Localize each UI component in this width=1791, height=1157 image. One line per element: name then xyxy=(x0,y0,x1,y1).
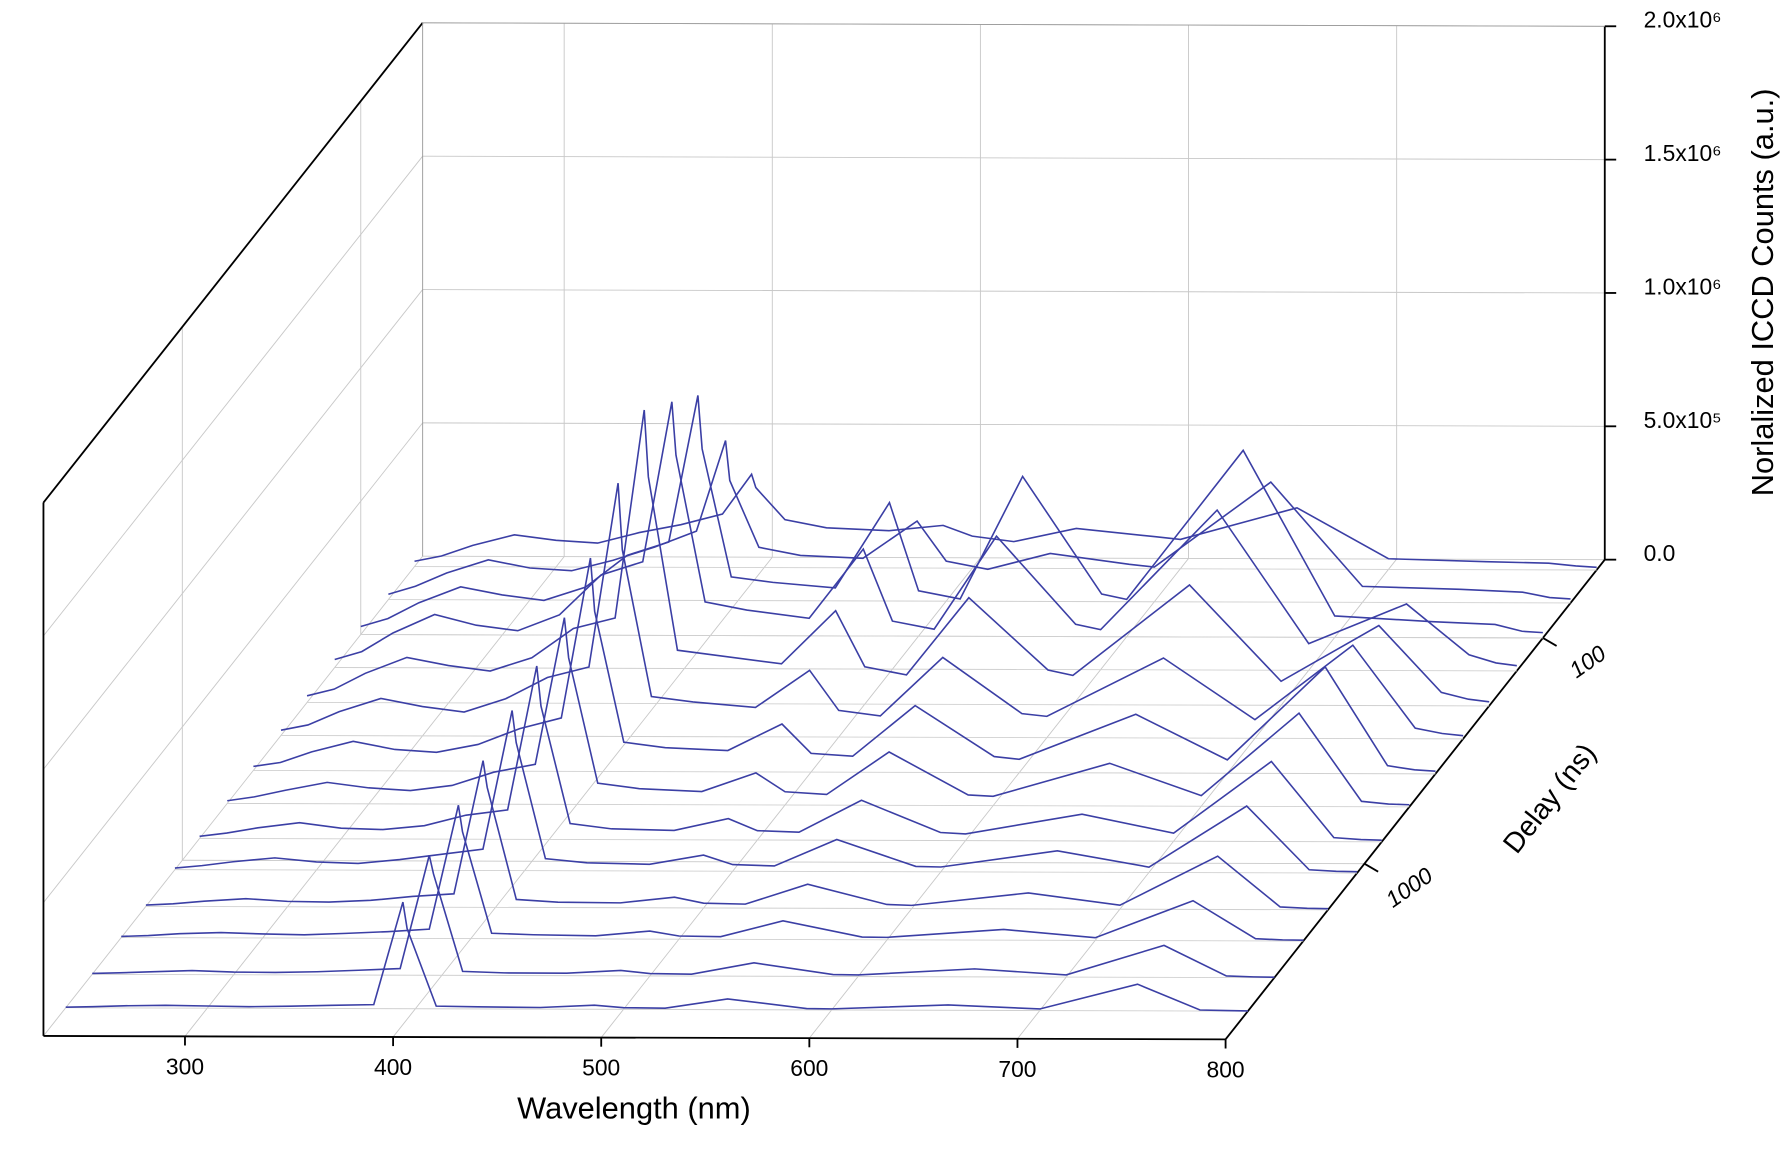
grid-line xyxy=(422,289,1605,294)
baseline xyxy=(174,869,1358,874)
y-axis-label: Norlalized ICCD Counts (a.u.) xyxy=(1745,89,1780,497)
x-axis-label: Wavelength (nm) xyxy=(517,1090,751,1125)
spectrum-line xyxy=(388,440,1571,600)
grid-line xyxy=(184,556,565,1037)
baseline xyxy=(307,702,1490,707)
grid-line xyxy=(43,155,424,637)
axis-frame xyxy=(42,22,424,504)
grid-line xyxy=(808,558,1189,1039)
x-tick-label: 300 xyxy=(166,1053,204,1079)
z-tick xyxy=(1542,637,1558,647)
spectrum-line xyxy=(121,805,1304,942)
y-tick-label: 1.0x10⁶ xyxy=(1644,273,1722,299)
spectrum-line xyxy=(65,901,1248,1012)
spectrum-line xyxy=(360,395,1543,634)
x-tick-label: 500 xyxy=(582,1055,620,1081)
baseline xyxy=(121,937,1304,942)
x-tick-label: 400 xyxy=(374,1054,412,1080)
axis-frame xyxy=(1224,559,1606,1040)
grid-line xyxy=(43,422,424,903)
grid-line xyxy=(43,555,424,1037)
baseline xyxy=(92,973,1275,979)
x-tick-label: 600 xyxy=(790,1055,828,1081)
grid-line xyxy=(43,289,424,770)
spectrum-line xyxy=(334,401,1517,667)
y-tick-label: 0.0 xyxy=(1644,540,1676,566)
axis-frame xyxy=(43,1035,1226,1041)
spectrum-line xyxy=(227,617,1410,806)
spectrum-line xyxy=(199,665,1382,841)
x-tick-label: 700 xyxy=(998,1056,1036,1082)
y-tick-label: 1.5x10⁶ xyxy=(1644,140,1722,166)
baseline xyxy=(388,599,1571,604)
spectrum-line xyxy=(92,855,1275,979)
axis-frame xyxy=(422,22,1605,27)
grid-line xyxy=(1017,558,1398,1040)
baseline xyxy=(334,667,1517,672)
baseline xyxy=(199,837,1382,843)
baseline xyxy=(253,769,1436,775)
spectrum-line xyxy=(414,472,1597,569)
spectrum-line xyxy=(145,760,1329,910)
z-tick-label: 1000 xyxy=(1381,862,1438,913)
baseline xyxy=(145,905,1329,911)
grid-line xyxy=(392,556,773,1038)
x-tick-label: 800 xyxy=(1207,1056,1245,1082)
y-tick-label: 2.0x10⁶ xyxy=(1644,7,1722,33)
spectrum-line xyxy=(280,483,1464,737)
grid-line xyxy=(422,155,1605,161)
spectrum-line xyxy=(306,409,1490,703)
z-tick xyxy=(1363,862,1379,873)
baseline xyxy=(280,735,1464,740)
grid-line xyxy=(422,422,1605,427)
spectrum-line xyxy=(174,710,1358,873)
z-axis-label: Delay (ns) xyxy=(1497,738,1603,860)
baseline xyxy=(227,802,1410,808)
grid-line xyxy=(600,557,981,1038)
baseline xyxy=(65,1007,1248,1012)
y-tick-label: 5.0x10⁵ xyxy=(1644,407,1722,433)
baseline xyxy=(360,634,1543,639)
spectrum-line xyxy=(253,557,1436,772)
z-tick-label: 100 xyxy=(1564,640,1610,683)
